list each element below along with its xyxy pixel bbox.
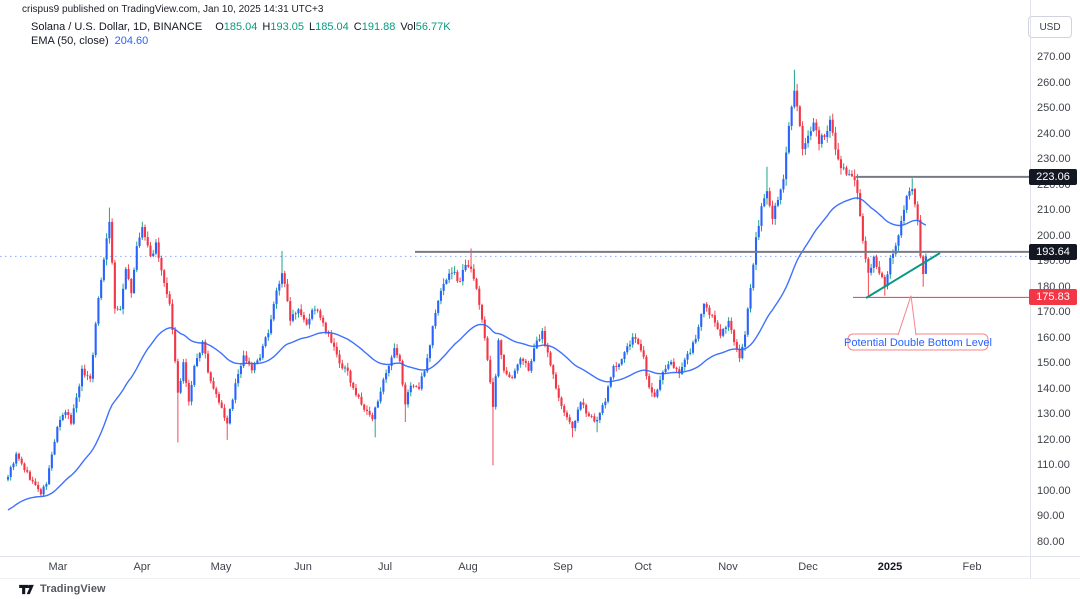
indicator-legend-row: EMA (50, close) 204.60 bbox=[31, 34, 451, 48]
trend-line[interactable] bbox=[865, 252, 941, 299]
candlesticks bbox=[6, 69, 927, 498]
time-axis-tick: May bbox=[210, 561, 232, 573]
symbol-title: Solana / U.S. Dollar, 1D, BINANCE bbox=[31, 21, 203, 33]
price-axis-tick: 250.00 bbox=[1037, 102, 1071, 115]
time-axis-tick: 2025 bbox=[877, 561, 903, 573]
price-axis-tick: 230.00 bbox=[1037, 153, 1071, 166]
tradingview-brand-text: TradingView bbox=[40, 583, 106, 595]
currency-button[interactable]: USD bbox=[1028, 16, 1072, 38]
tradingview-logo-icon bbox=[19, 584, 34, 594]
price-axis-tick: 100.00 bbox=[1037, 484, 1071, 497]
volume-label: Vol bbox=[400, 21, 416, 33]
price-axis-tick: 150.00 bbox=[1037, 357, 1071, 370]
price-axis-tick: 90.00 bbox=[1037, 510, 1065, 523]
price-axis-tick: 210.00 bbox=[1037, 204, 1071, 217]
time-axis-tick: Dec bbox=[798, 561, 818, 573]
price-axis-tick: 140.00 bbox=[1037, 382, 1071, 395]
callout-text: Potential Double Bottom Level bbox=[844, 337, 992, 349]
callout-annotation[interactable]: Potential Double Bottom Level bbox=[844, 295, 992, 351]
price-axis-tick: 170.00 bbox=[1037, 306, 1071, 319]
time-axis-tick: Apr bbox=[133, 561, 151, 573]
price-axis-tick: 270.00 bbox=[1037, 51, 1071, 63]
price-level-label: 223.06 bbox=[1029, 168, 1077, 185]
high-value: 193.05 bbox=[270, 21, 305, 33]
price-axis-tick: 200.00 bbox=[1037, 229, 1071, 242]
footer-border bbox=[0, 578, 1080, 579]
time-axis-tick: Feb bbox=[962, 561, 982, 573]
tradingview-footer[interactable]: TradingView bbox=[18, 583, 106, 595]
time-axis-tick: Nov bbox=[718, 561, 738, 573]
price-axis-tick: 80.00 bbox=[1037, 535, 1065, 548]
open-label: O bbox=[215, 21, 224, 33]
time-axis-tick: Mar bbox=[48, 561, 68, 573]
attribution-line: crispus9 published on TradingView.com, J… bbox=[22, 4, 324, 15]
chart-legend: Solana / U.S. Dollar, 1D, BINANCE O185.04… bbox=[31, 20, 451, 48]
close-value: 191.88 bbox=[361, 21, 396, 33]
ema-value: 204.60 bbox=[114, 35, 149, 47]
time-axis-tick: Jul bbox=[377, 561, 393, 573]
time-axis-tick: Jun bbox=[294, 561, 312, 573]
low-label: L bbox=[309, 21, 316, 33]
price-axis-border bbox=[1030, 0, 1031, 578]
open-value: 185.04 bbox=[223, 21, 258, 33]
time-axis-tick: Aug bbox=[458, 561, 478, 573]
close-label: C bbox=[353, 21, 362, 33]
ema-line bbox=[7, 197, 927, 511]
price-axis-tick: 120.00 bbox=[1037, 433, 1071, 446]
volume-value: 56.77K bbox=[415, 21, 451, 33]
time-axis-tick: Oct bbox=[634, 561, 652, 573]
price-axis-tick: 130.00 bbox=[1037, 408, 1071, 421]
symbol-legend-row: Solana / U.S. Dollar, 1D, BINANCE O185.04… bbox=[31, 20, 451, 34]
high-label: H bbox=[262, 21, 271, 33]
price-axis-tick: 260.00 bbox=[1037, 76, 1071, 89]
price-axis-tick: 110.00 bbox=[1037, 459, 1070, 472]
price-level-lines[interactable] bbox=[415, 175, 1030, 298]
price-level-label: 175.83 bbox=[1029, 289, 1077, 306]
ema-label: EMA (50, close) bbox=[31, 35, 109, 47]
price-level-label: 193.64 bbox=[1029, 243, 1077, 260]
low-value: 185.04 bbox=[315, 21, 349, 33]
price-axis-tick: 160.00 bbox=[1037, 331, 1071, 344]
time-axis-border bbox=[0, 556, 1080, 557]
time-axis-tick: Sep bbox=[553, 561, 573, 573]
price-axis-tick: 240.00 bbox=[1037, 127, 1071, 140]
